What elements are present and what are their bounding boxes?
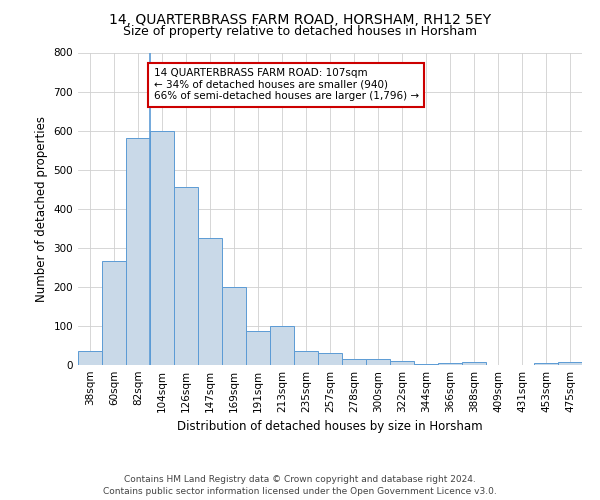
Bar [198,238,222,365]
Bar [390,361,414,365]
Bar [150,130,174,365]
Bar [246,330,270,365]
Bar [126,138,150,365]
Bar [78,352,102,365]
Bar [294,352,318,365]
X-axis label: Distribution of detached houses by size in Horsham: Distribution of detached houses by size … [177,420,483,434]
Text: 14 QUARTERBRASS FARM ROAD: 107sqm
← 34% of detached houses are smaller (940)
66%: 14 QUARTERBRASS FARM ROAD: 107sqm ← 34% … [154,68,419,102]
Bar [366,359,390,365]
Bar [102,262,126,365]
Bar [534,363,558,365]
Bar [318,352,342,365]
Bar [462,362,486,365]
Bar [174,188,198,365]
Bar [342,359,366,365]
Text: 14, QUARTERBRASS FARM ROAD, HORSHAM, RH12 5EY: 14, QUARTERBRASS FARM ROAD, HORSHAM, RH1… [109,12,491,26]
Text: Size of property relative to detached houses in Horsham: Size of property relative to detached ho… [123,25,477,38]
Text: Contains HM Land Registry data © Crown copyright and database right 2024.
Contai: Contains HM Land Registry data © Crown c… [103,474,497,496]
Bar [438,363,462,365]
Bar [222,287,246,365]
Bar [558,362,582,365]
Y-axis label: Number of detached properties: Number of detached properties [35,116,48,302]
Bar [270,326,294,365]
Bar [414,364,438,365]
